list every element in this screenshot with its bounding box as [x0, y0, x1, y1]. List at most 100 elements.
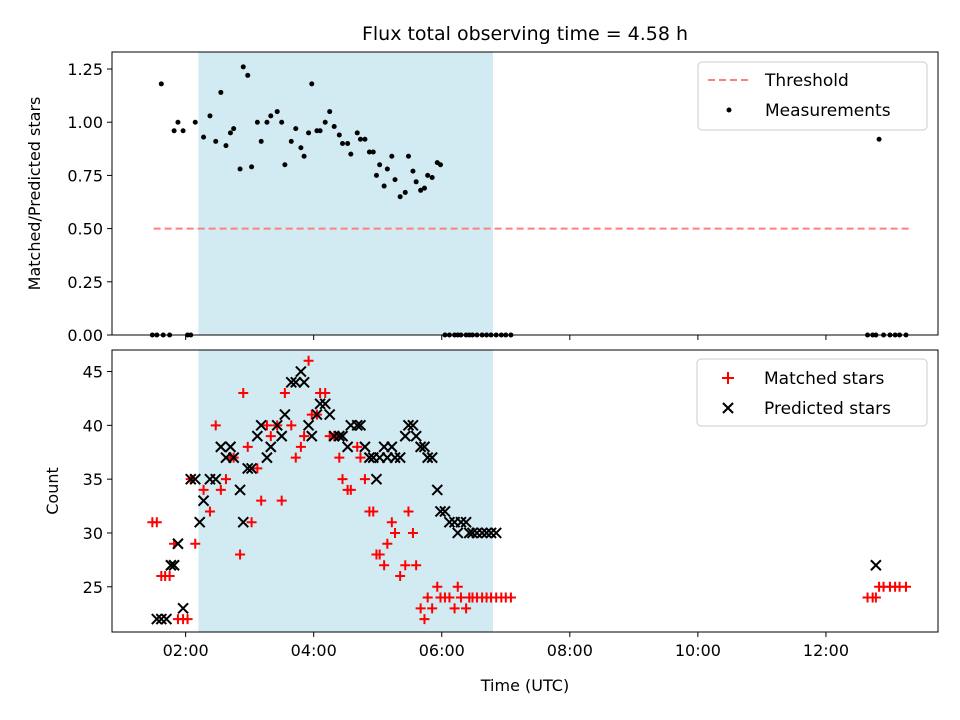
measurement-point — [158, 81, 164, 87]
predicted-star-marker — [261, 451, 273, 464]
y-tick-label: 25 — [83, 578, 103, 597]
predicted-star-marker — [490, 527, 502, 539]
matched-star-marker — [419, 614, 430, 625]
measurement-point — [373, 172, 379, 178]
predicted-star-marker — [351, 419, 363, 432]
measurement-point — [413, 179, 419, 185]
measurement-point — [327, 109, 333, 115]
matched-star-marker — [870, 592, 881, 603]
measurement-point — [392, 177, 398, 183]
measurement-point — [317, 128, 323, 134]
top-shaded-span — [198, 52, 493, 335]
measurement-point — [366, 149, 372, 155]
bottom-y-axis-label: Count — [43, 467, 62, 515]
measurement-point — [223, 143, 229, 149]
measurement-point — [331, 123, 337, 129]
predicted-star-marker — [431, 484, 443, 496]
legend-threshold-label: Threshold — [764, 71, 849, 91]
predicted-star-marker — [418, 441, 431, 453]
matched-star-marker — [290, 452, 301, 463]
predicted-star-marker — [359, 441, 371, 453]
measurement-point — [309, 81, 315, 87]
measurement-point — [425, 172, 431, 178]
predicted-star-marker — [480, 527, 493, 539]
matched-star-marker — [279, 388, 290, 399]
predicted-star-marker — [165, 559, 177, 571]
legend-predicted-swatch — [722, 402, 734, 414]
predicted-star-marker — [421, 451, 434, 464]
matched-star-marker — [164, 571, 175, 582]
x-tick-label: 04:00 — [291, 641, 337, 660]
legend-matched-swatch — [722, 372, 734, 384]
measurement-point — [370, 149, 376, 155]
predicted-star-marker — [177, 602, 189, 615]
predicted-star-marker — [471, 527, 483, 539]
predicted-star-marker — [234, 484, 246, 496]
matched-star-marker — [374, 549, 385, 560]
measurement-point — [348, 151, 354, 157]
matched-star-marker — [256, 495, 267, 506]
shaded-span — [198, 350, 493, 632]
predicted-star-marker — [172, 538, 184, 550]
predicted-star-marker — [389, 451, 401, 464]
matched-star-marker — [238, 388, 249, 399]
predicted-star-marker — [414, 441, 427, 453]
top-axes-frame — [111, 51, 939, 336]
measurement-point — [231, 126, 237, 132]
measurement-point — [192, 119, 198, 125]
measurement-point — [397, 194, 403, 200]
measurement-point — [288, 138, 294, 144]
predicted-star-marker — [460, 516, 472, 528]
x-tick-label: 10:00 — [675, 641, 721, 660]
y-tick-label: 0.50 — [67, 220, 103, 239]
matched-star-marker — [265, 431, 276, 442]
predicted-star-marker — [224, 441, 237, 453]
predicted-star-marker — [439, 505, 451, 518]
measurement-point — [282, 162, 288, 168]
predicted-star-marker — [455, 516, 467, 528]
measurement-point — [240, 64, 246, 70]
measurement-point — [402, 189, 408, 195]
predicted-star-marker — [245, 462, 258, 475]
measurement-point — [418, 187, 424, 193]
matched-star-marker — [422, 592, 433, 603]
matched-star-marker — [432, 581, 443, 592]
measurement-point — [876, 136, 882, 142]
legend-predicted-label: Predicted stars — [764, 399, 891, 419]
predicted-star-marker — [870, 559, 882, 571]
matched-star-marker — [210, 420, 221, 431]
predicted-star-marker — [189, 473, 201, 485]
matched-star-marker — [235, 549, 246, 560]
matched-star-marker — [379, 560, 390, 571]
measurements-points — [149, 64, 909, 338]
measurement-point — [429, 175, 435, 181]
shaded-span — [198, 52, 493, 335]
predicted-star-marker — [265, 441, 277, 453]
matched-star-marker — [261, 420, 272, 431]
legend-measurements-swatch — [726, 107, 732, 113]
measurement-point — [171, 128, 177, 134]
matched-star-marker — [368, 506, 379, 517]
top-legend-box — [697, 61, 928, 131]
measurement-point — [245, 72, 251, 78]
matched-star-marker — [151, 517, 162, 528]
predicted-star-marker — [197, 494, 210, 507]
predicted-star-marker — [341, 441, 354, 453]
bottom-axes-frame — [111, 349, 939, 633]
predicted-star-marker — [151, 613, 163, 625]
matched-star-marker — [400, 560, 411, 571]
matched-star-marker — [252, 463, 263, 474]
matched-star-marker — [337, 474, 348, 485]
measurement-point — [306, 130, 312, 136]
matched-star-marker — [295, 441, 306, 452]
measurement-point — [357, 136, 363, 142]
measurement-point — [410, 168, 416, 174]
matched-star-marker — [407, 527, 418, 538]
predicted-star-marker — [306, 430, 318, 442]
x-axis-label: Time (UTC) — [480, 676, 569, 695]
x-tick-label: 08:00 — [547, 641, 593, 660]
predicted-star-marker — [168, 559, 180, 571]
y-tick-label: 0.25 — [67, 273, 103, 292]
measurement-point — [258, 138, 264, 144]
